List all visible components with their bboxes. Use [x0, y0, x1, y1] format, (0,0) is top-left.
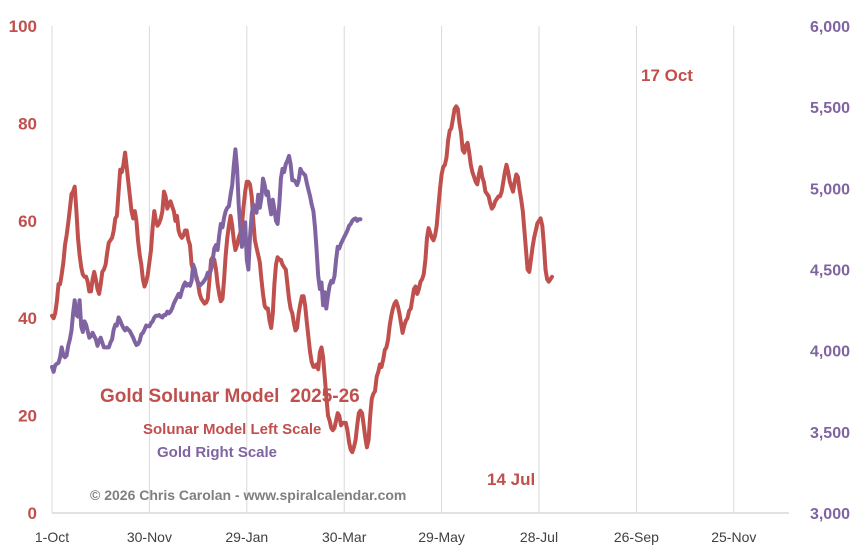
chart-title: Gold Solunar Model 2025-26	[100, 386, 360, 407]
right-y-tick-label: 3,500	[810, 425, 850, 442]
x-tick-label: 1-Oct	[35, 529, 69, 545]
vertical-gridlines	[51, 26, 735, 513]
annotation-peak: 17 Oct	[641, 66, 693, 85]
right-y-tick-label: 4,000	[810, 344, 850, 361]
right-y-tick-label: 6,000	[810, 19, 850, 36]
left-y-tick-label: 100	[9, 17, 37, 36]
x-tick-label: 29-Jan	[225, 529, 268, 545]
x-tick-label: 28-Jul	[520, 529, 558, 545]
series-line-solunar-model	[50, 104, 554, 455]
x-axis-labels: 1-Oct 30-Nov 29-Jan 30-Mar 29-May 28-Jul 26-Se…	[35, 529, 756, 545]
x-tick-label: 29-May	[418, 529, 465, 545]
x-tick-label: 26-Sep	[614, 529, 659, 545]
right-y-tick-label: 5,000	[810, 181, 850, 198]
left-y-tick-label: 60	[18, 212, 37, 231]
left-scale-label: Solunar Model Left Scale	[143, 421, 321, 438]
right-scale-label: Gold Right Scale	[157, 444, 277, 461]
left-y-tick-label: 80	[18, 114, 37, 133]
right-y-tick-label: 5,500	[810, 100, 850, 117]
right-y-tick-label: 4,500	[810, 263, 850, 280]
x-tick-label: 25-Nov	[711, 529, 756, 545]
x-tick-label: 30-Nov	[127, 529, 172, 545]
left-y-tick-label: 0	[28, 504, 37, 523]
series-lines	[50, 104, 554, 455]
x-tick-label: 30-Mar	[322, 529, 367, 545]
left-y-tick-label: 20	[18, 407, 37, 426]
left-y-tick-label: 40	[18, 309, 37, 328]
right-y-tick-label: 3,000	[810, 506, 850, 523]
copyright-notice: © 2026 Chris Carolan - www.spiralcalenda…	[90, 487, 406, 503]
annotation-trough: 14 Jul	[487, 470, 535, 489]
series-line-gold	[50, 147, 363, 374]
left-axis-labels: 0 20 40 60 80 100	[9, 17, 37, 523]
right-axis-labels: 3,000 3,500 4,000 4,500 5,000 5,500 6,000	[810, 19, 850, 523]
